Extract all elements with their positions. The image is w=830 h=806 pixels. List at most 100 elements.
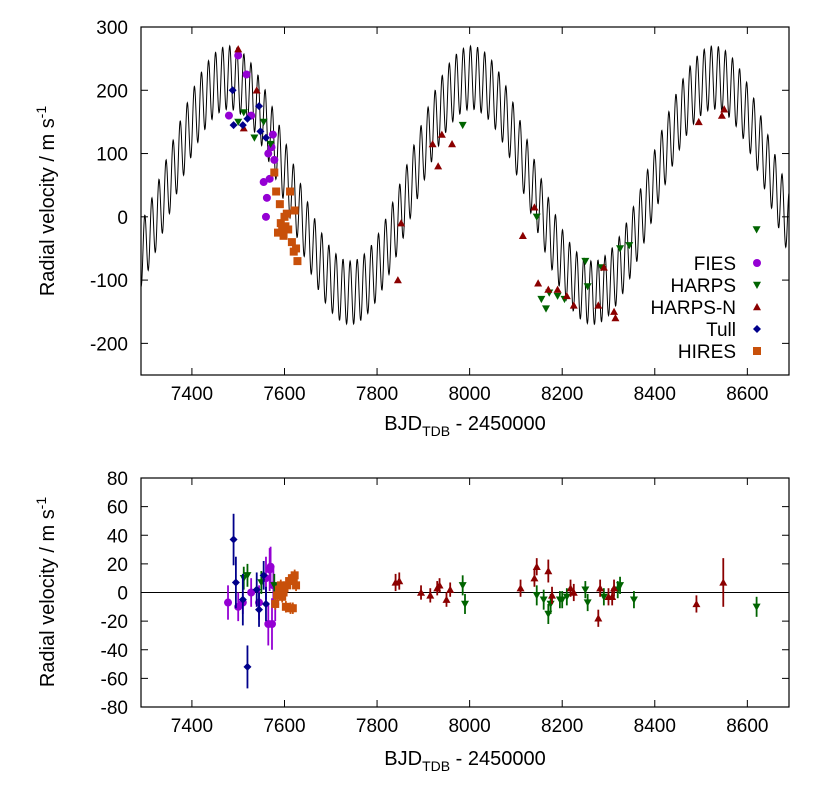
top-harps-n-point — [569, 301, 578, 309]
bottom-harps-n-point — [417, 588, 426, 596]
top-harps-point — [259, 118, 268, 126]
bottom-harps-point — [581, 586, 590, 594]
bottom-harps-n-point — [719, 578, 728, 586]
top-fies-point — [265, 174, 274, 183]
top-harps-point — [583, 283, 592, 291]
top-harps-n-point — [448, 140, 457, 148]
top-hires-point — [284, 225, 293, 234]
top-harps-n-point — [717, 111, 726, 119]
top-harps-n-point — [611, 314, 620, 322]
bottom-x-axis-label: BJDTDB - 2450000 — [384, 748, 545, 774]
top-x-tick-label: 7800 — [356, 384, 398, 405]
bottom-harps-n-point — [395, 577, 404, 585]
top-data-points — [224, 45, 761, 322]
bottom-harps-n-point — [435, 581, 444, 589]
top-hires-point — [282, 209, 291, 218]
bottom-fies-point — [224, 598, 233, 607]
top-tull-point — [256, 127, 265, 136]
bottom-harps-n-point — [610, 584, 619, 592]
top-harps-point — [532, 213, 541, 221]
legend-label-hires: HIRES — [678, 342, 736, 363]
top-harps-n-point — [534, 279, 543, 287]
top-harps-n-point — [599, 263, 608, 271]
top-harps-n-point — [518, 231, 527, 239]
top-harps-point — [553, 292, 562, 300]
bottom-tull-point — [255, 605, 264, 614]
bottom-fies-point — [247, 588, 256, 597]
bottom-hires-point — [273, 591, 282, 600]
bottom-tull-point — [252, 585, 261, 594]
bottom-y-tick-label: -60 — [101, 669, 128, 690]
top-fies-point — [261, 212, 270, 221]
legend-marker-harps — [753, 281, 761, 289]
top-fies-point — [270, 155, 279, 164]
top-plot-frame — [140, 26, 790, 376]
top-hires-point — [279, 231, 288, 240]
top-harps-n-point — [553, 285, 562, 293]
bottom-x-tick-label: 7800 — [356, 716, 398, 737]
bottom-hires-point — [288, 604, 297, 613]
bottom-y-tick-label: 80 — [107, 469, 128, 490]
bottom-harps-point — [599, 593, 608, 601]
bottom-y-tick-label: -80 — [101, 698, 128, 719]
bottom-y-tick-label: 40 — [107, 526, 128, 547]
top-hires-point — [287, 238, 296, 247]
top-harps-n-point — [530, 203, 539, 211]
top-harps-n-point — [437, 130, 446, 138]
top-hires-point — [286, 187, 295, 196]
top-model-line — [140, 44, 790, 326]
bottom-harps-n-point — [446, 585, 455, 593]
top-fies-point — [264, 149, 273, 158]
top-y-tick-label: -100 — [90, 271, 128, 292]
top-x-axis-label: BJDTDB - 2450000 — [384, 413, 545, 439]
top-harps-n-point — [397, 219, 406, 227]
top-tull-point — [228, 86, 237, 95]
bottom-hires-point — [281, 602, 290, 611]
top-harps-n-point — [428, 140, 437, 148]
bottom-data-points — [224, 513, 761, 689]
top-harps-point — [581, 257, 590, 266]
top-fies-point — [242, 70, 251, 79]
legend-label-tull: Tull — [706, 320, 736, 341]
top-panel-rv-model: 7400 7600 7800 8000 8200 8400 8600 -200 -100 0 100… — [33, 18, 790, 439]
bottom-tick-marks: 7400 7600 7800 8000 8200 8400 8600 -80 -60 -40 -20… — [101, 469, 789, 737]
bottom-tull-point — [259, 571, 268, 580]
bottom-harps-n-point — [594, 614, 603, 622]
bottom-x-tick-label: 8200 — [541, 716, 583, 737]
top-x-tick-label: 7400 — [171, 384, 213, 405]
bottom-harps-n-point — [566, 584, 575, 592]
top-harps-n-point — [252, 86, 261, 94]
top-hires-point — [275, 200, 284, 209]
top-model-curve — [140, 44, 790, 326]
top-harps-n-point — [544, 285, 553, 293]
bottom-hires-point — [290, 571, 299, 580]
bottom-harps-n-point — [692, 599, 701, 608]
top-harps-n-point — [562, 291, 571, 300]
top-y-tick-label: 200 — [96, 81, 128, 102]
top-tull-point — [238, 121, 247, 130]
top-y-tick-label: 300 — [96, 18, 128, 39]
top-hires-point — [292, 244, 301, 253]
top-harps-n-point — [594, 301, 603, 309]
legend-marker-hires — [753, 347, 761, 355]
legend-marker-harps-n — [753, 303, 761, 311]
bottom-hires-point — [274, 585, 283, 594]
top-harps-n-point — [610, 307, 619, 315]
top-hires-point — [270, 168, 279, 177]
top-x-tick-label: 8600 — [726, 384, 768, 405]
top-harps-n-point — [393, 276, 402, 284]
bottom-panel-residuals: 7400 7600 7800 8000 8200 8400 8600 -80 -60 -40 -20… — [33, 469, 790, 774]
bottom-harps-point — [583, 599, 592, 607]
top-hires-point — [290, 206, 299, 215]
top-harps-n-point — [694, 117, 703, 126]
top-fies-point — [268, 130, 277, 139]
bottom-harps-point — [239, 574, 248, 583]
bottom-y-tick-label: -20 — [101, 612, 128, 633]
top-y-axis-label: Radial velocity / m s-1 — [33, 106, 59, 297]
top-x-tick-label: 8000 — [448, 384, 490, 405]
top-harps-point — [239, 109, 248, 117]
top-hires-point — [276, 219, 285, 228]
bottom-harps-point — [616, 582, 625, 590]
bottom-harps-point — [461, 600, 469, 608]
